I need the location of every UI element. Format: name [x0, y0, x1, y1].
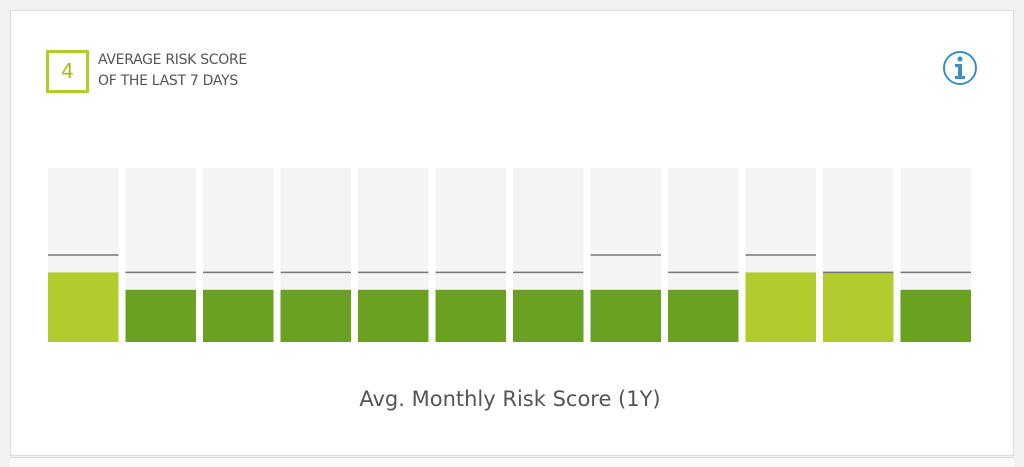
- bar: [745, 272, 816, 342]
- bar: [900, 289, 971, 342]
- bar: [668, 289, 739, 342]
- chart-title: Avg. Monthly Risk Score (1Y): [359, 387, 660, 411]
- bar: [823, 272, 894, 342]
- bar: [513, 289, 584, 342]
- heading: AVERAGE RISK SCORE: [98, 52, 247, 68]
- bar: [590, 289, 661, 342]
- heading: OF THE LAST 7 DAYS: [98, 73, 238, 89]
- bar: [125, 289, 196, 342]
- next-card-edge: [10, 457, 1014, 467]
- bar: [435, 289, 506, 342]
- bar: [203, 289, 274, 342]
- bar: [358, 289, 429, 342]
- bar: [280, 289, 351, 342]
- score-badge: 4: [46, 50, 89, 93]
- bar: [48, 272, 119, 342]
- info-icon[interactable]: [943, 51, 977, 85]
